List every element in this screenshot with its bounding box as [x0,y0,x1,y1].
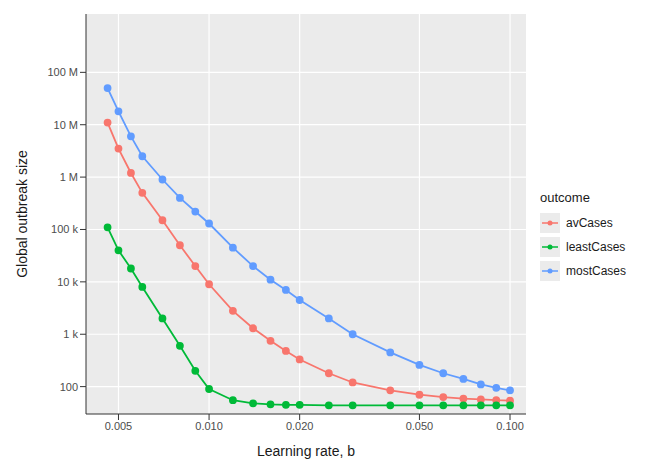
html-text:mostCases: mostCases [566,263,626,278]
svg-text:Global outbreak size: Global outbreak size [14,150,30,278]
svg-text:0.010: 0.010 [195,420,223,432]
svg-text:0.020: 0.020 [286,420,314,432]
svg-text:10 M: 10 M [54,119,78,131]
svg-text:0.050: 0.050 [406,420,434,432]
svg-text:100 M: 100 M [47,66,78,78]
svg-text:10 k: 10 k [57,276,78,288]
html-text:leastCases: leastCases [566,239,626,254]
svg-text:Learning rate, b: Learning rate, b [257,443,355,459]
svg-text:0.005: 0.005 [105,420,133,432]
svg-text:100: 100 [60,381,78,393]
svg-text:100 k: 100 k [51,223,78,235]
html-text:outcome: outcome [540,189,590,205]
svg-text:1 k: 1 k [63,328,78,340]
html-text:avCases: avCases [566,215,613,230]
svg-text:0.100: 0.100 [496,420,524,432]
svg-text:1 M: 1 M [60,171,78,183]
